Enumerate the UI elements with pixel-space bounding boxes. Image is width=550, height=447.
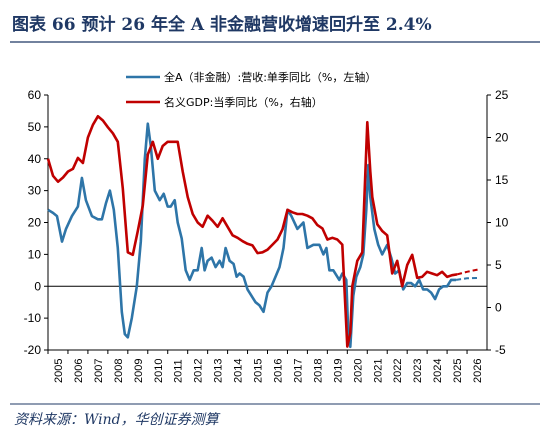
right-tick-label: 25 (495, 88, 509, 102)
left-tick-label: 60 (28, 88, 42, 102)
legend: 全A（非金融）:营收:单季同比（%，左轴） 名义GDP:当季同比（%，右轴） (126, 70, 376, 109)
left-tick-label: 30 (28, 184, 42, 198)
x-tick-label: 2012 (193, 359, 205, 383)
series-a-forecast (455, 277, 478, 281)
left-tick-label: 10 (28, 247, 42, 261)
series-b-line (46, 115, 458, 348)
series-b-forecast (456, 268, 480, 276)
right-tick-label: 10 (495, 216, 509, 230)
x-tick-label: 2021 (372, 359, 384, 383)
x-tick-label: 2010 (153, 359, 165, 383)
left-tick-label: -10 (24, 311, 42, 325)
series-a-line (47, 122, 457, 349)
left-tick-label: 20 (28, 216, 42, 230)
right-tick-label: 20 (495, 131, 509, 145)
right-tick-label: 5 (495, 258, 502, 272)
source-note: 资料来源：Wind，华创证券测算 (14, 412, 221, 428)
x-tick-label: 2026 (472, 359, 484, 383)
x-tick-label: 2020 (352, 359, 364, 383)
left-tick-label: 0 (34, 279, 41, 293)
x-tick-label: 2014 (233, 359, 245, 383)
x-tick-label: 2013 (213, 359, 225, 383)
x-tick-label: 2019 (332, 359, 344, 383)
x-tick-label: 2009 (133, 359, 145, 383)
chart-title: 图表 66 预计 26 年全 A 非金融营收增速回升至 2.4% (12, 14, 432, 35)
right-tick-label: -5 (495, 343, 506, 357)
x-tick-label: 2007 (93, 359, 105, 383)
x-tick-label: 2023 (412, 359, 424, 383)
left-axis-ticks: -20 -10 0 10 20 30 40 50 60 (24, 88, 48, 357)
x-tick-label: 2022 (392, 359, 404, 383)
legend-label-series-b: 名义GDP:当季同比（%，右轴） (164, 95, 323, 109)
legend-label-series-a: 全A（非金融）:营收:单季同比（%，左轴） (164, 70, 376, 84)
left-tick-label: 40 (28, 152, 42, 166)
x-tick-label: 2025 (452, 359, 464, 383)
right-axis-ticks: -5 0 5 10 15 20 25 (487, 88, 509, 357)
x-tick-label: 2008 (113, 359, 125, 383)
x-tick-label: 2005 (53, 359, 65, 383)
x-tick-label: 2011 (173, 359, 185, 383)
left-tick-label: -20 (24, 343, 42, 357)
x-tick-label: 2024 (432, 359, 444, 383)
left-tick-label: 50 (28, 120, 42, 134)
x-tick-label: 2006 (73, 359, 85, 383)
x-tick-label: 2018 (312, 359, 324, 383)
x-tick-label: 2017 (292, 359, 304, 383)
series-layer (46, 115, 480, 349)
right-tick-label: 15 (495, 173, 509, 187)
x-tick-label: 2016 (272, 359, 284, 383)
x-axis-ticks: 2005 2006 2007 2008 2009 2010 2011 2012 2013 2014… (47, 350, 484, 383)
x-tick-label: 2015 (253, 359, 265, 383)
right-tick-label: 0 (495, 301, 502, 315)
